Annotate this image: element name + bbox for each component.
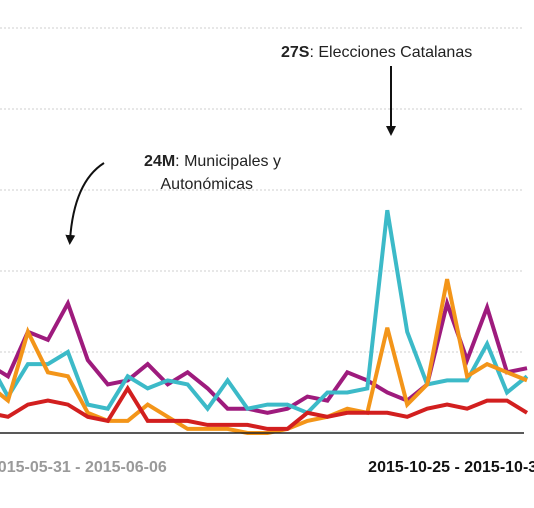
x-tick-label-1: 2015-10-25 - 2015-10-31 bbox=[368, 459, 534, 476]
annotation-27s: 27S: Elecciones Catalanas bbox=[281, 44, 472, 131]
annotation-24m-line1: 24M: Municipales y bbox=[144, 153, 281, 170]
annotation-27s-line1: 27S: Elecciones Catalanas bbox=[281, 44, 472, 61]
annotation-24m-bold: 24M bbox=[144, 153, 175, 170]
series-lines bbox=[0, 210, 527, 433]
annotation-24m-line2: Autonómicas bbox=[161, 176, 254, 193]
annotation-27s-rest: : Elecciones Catalanas bbox=[309, 44, 472, 61]
annotation-24m-arrow bbox=[70, 163, 104, 240]
annotation-24m: 24M: Municipales y Autonómicas bbox=[70, 153, 281, 240]
annotation-24m-rest: : Municipales y bbox=[175, 153, 281, 170]
x-tick-labels: 2015-05-31 - 2015-06-06 2015-10-25 - 2015… bbox=[0, 459, 534, 476]
annotation-27s-bold: 27S bbox=[281, 44, 310, 61]
x-tick-label-0: 2015-05-31 - 2015-06-06 bbox=[0, 459, 167, 476]
